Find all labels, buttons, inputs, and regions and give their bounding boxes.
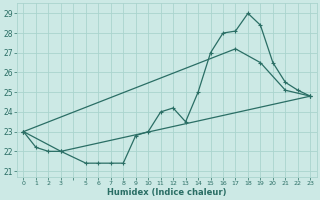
X-axis label: Humidex (Indice chaleur): Humidex (Indice chaleur) (107, 188, 227, 197)
